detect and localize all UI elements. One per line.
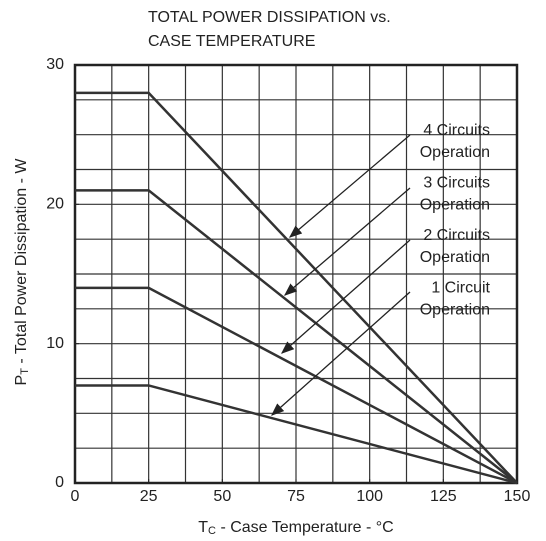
title-line: CASE TEMPERATURE xyxy=(148,33,315,50)
x-tick-label: 50 xyxy=(213,488,231,505)
y-axis-label: PT - Total Power Dissipation - W xyxy=(13,158,31,386)
label-arrow xyxy=(281,239,411,354)
y-tick-label: 0 xyxy=(55,474,64,491)
x-axis-label: TC - Case Temperature - °C xyxy=(198,519,393,537)
label-arrow xyxy=(271,291,411,416)
series-line xyxy=(75,384,518,485)
y-tick-label: 30 xyxy=(46,56,64,73)
series-label: 4 Circuits xyxy=(423,122,490,139)
y-tick-label: 10 xyxy=(46,335,64,352)
label-arrow xyxy=(284,187,411,296)
series-label: 3 Circuits xyxy=(423,175,490,192)
series-label: 1 Circuit xyxy=(431,280,490,297)
x-tick-label: 150 xyxy=(504,488,531,505)
label-arrow xyxy=(289,134,411,238)
series-label: 2 Circuits xyxy=(423,227,490,244)
series-label: Operation xyxy=(420,144,490,161)
series-label: Operation xyxy=(420,302,490,319)
series-label: Operation xyxy=(420,249,490,266)
series-line xyxy=(75,286,518,485)
series-label: Operation xyxy=(420,197,490,214)
x-tick-label: 125 xyxy=(430,488,457,505)
series-line xyxy=(75,189,518,484)
series-line xyxy=(75,91,518,484)
x-tick-label: 0 xyxy=(71,488,80,505)
x-tick-label: 75 xyxy=(287,488,305,505)
y-tick-label: 20 xyxy=(46,196,64,213)
title-line: TOTAL POWER DISSIPATION vs. xyxy=(148,9,391,26)
x-tick-label: 100 xyxy=(356,488,383,505)
x-tick-label: 25 xyxy=(140,488,158,505)
